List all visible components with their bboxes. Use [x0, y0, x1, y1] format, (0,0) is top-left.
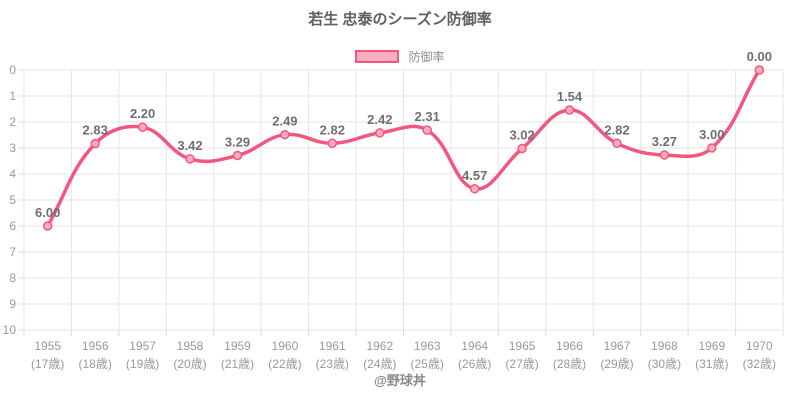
x-tick-label: 1961	[319, 339, 346, 353]
data-point-label: 3.02	[509, 128, 534, 143]
data-point[interactable]	[469, 184, 480, 194]
y-tick-label: 3	[9, 141, 16, 155]
x-tick-sublabel: (24歳)	[363, 357, 396, 371]
x-tick-sublabel: (27歳)	[505, 357, 538, 371]
data-point[interactable]	[659, 150, 670, 160]
x-tick-label: 1970	[746, 339, 773, 353]
data-point-label: 3.29	[225, 135, 250, 150]
data-point-label: 2.49	[272, 114, 297, 129]
y-tick-label: 6	[9, 219, 16, 233]
x-tick-label: 1959	[224, 339, 251, 353]
data-point-label: 1.54	[557, 89, 583, 104]
data-point-label: 2.42	[367, 112, 392, 127]
x-tick-sublabel: (32歳)	[743, 357, 776, 371]
x-tick-label: 1968	[651, 339, 678, 353]
data-point-label: 2.83	[83, 123, 108, 138]
legend-label: 防御率	[408, 50, 445, 64]
x-tick-sublabel: (31歳)	[695, 357, 728, 371]
x-tick-label: 1967	[604, 339, 631, 353]
x-tick-sublabel: (18歳)	[79, 357, 112, 371]
x-tick-label: 1969	[698, 339, 725, 353]
x-tick-sublabel: (29歳)	[600, 357, 633, 371]
data-point-label: 2.82	[604, 122, 629, 137]
y-tick-label: 9	[9, 297, 16, 311]
data-point[interactable]	[422, 125, 432, 135]
x-tick-label: 1965	[509, 339, 536, 353]
y-tick-label: 5	[9, 193, 16, 207]
data-point[interactable]	[375, 128, 385, 138]
data-point[interactable]	[232, 150, 243, 161]
x-tick-label: 1958	[177, 339, 204, 353]
data-point[interactable]	[754, 65, 765, 75]
data-point[interactable]	[612, 138, 622, 149]
data-point[interactable]	[517, 143, 527, 154]
x-tick-sublabel: (26歳)	[458, 357, 491, 371]
legend[interactable]: 防御率	[0, 48, 800, 65]
y-tick-label: 7	[9, 245, 16, 259]
x-tick-sublabel: (20歳)	[173, 357, 206, 371]
x-tick-label: 1960	[272, 339, 299, 353]
chart-title: 若生 忠泰のシーズン防御率	[308, 11, 492, 28]
data-point-label: 2.31	[415, 109, 440, 124]
x-tick-sublabel: (17歳)	[31, 357, 64, 371]
data-point[interactable]	[185, 154, 195, 164]
data-point[interactable]	[42, 221, 53, 231]
data-point-label: 4.57	[462, 168, 487, 183]
x-tick-label: 1957	[129, 339, 156, 353]
y-tick-label: 0	[9, 63, 16, 77]
series-line	[45, 68, 762, 228]
data-point-label: 6.00	[35, 205, 60, 220]
x-tick-sublabel: (23歳)	[316, 357, 349, 371]
y-tick-label: 1	[9, 89, 16, 103]
x-tick-label: 1963	[414, 339, 441, 353]
x-tick-label: 1962	[366, 339, 393, 353]
data-point-label: 0.00	[747, 49, 772, 64]
watermark: @野球丼	[374, 373, 426, 388]
y-tick-label: 2	[9, 115, 16, 129]
y-tick-label: 10	[3, 323, 17, 337]
legend-swatch-icon	[355, 50, 400, 63]
y-tick-label: 8	[9, 271, 16, 285]
x-tick-label: 1956	[82, 339, 109, 353]
data-point-label: 2.20	[130, 106, 155, 121]
data-point[interactable]	[280, 129, 290, 140]
data-point[interactable]	[564, 105, 575, 115]
x-tick-sublabel: (19歳)	[126, 357, 159, 371]
y-tick-label: 4	[9, 167, 16, 181]
data-point[interactable]	[707, 143, 717, 153]
x-tick-label: 1964	[461, 339, 488, 353]
data-point-label: 3.00	[699, 127, 724, 142]
x-tick-sublabel: (30歳)	[648, 357, 681, 371]
x-tick-sublabel: (25歳)	[411, 357, 444, 371]
data-point[interactable]	[90, 138, 100, 149]
data-point-label: 2.82	[320, 122, 345, 137]
x-tick-label: 1966	[556, 339, 583, 353]
data-point[interactable]	[327, 138, 338, 149]
data-point[interactable]	[137, 122, 148, 132]
x-tick-sublabel: (22歳)	[268, 357, 301, 371]
x-tick-sublabel: (21歳)	[221, 357, 254, 371]
data-point-label: 3.42	[177, 138, 202, 153]
x-tick-sublabel: (28歳)	[553, 357, 586, 371]
x-tick-label: 1955	[34, 339, 61, 353]
data-point-label: 3.27	[652, 134, 677, 149]
